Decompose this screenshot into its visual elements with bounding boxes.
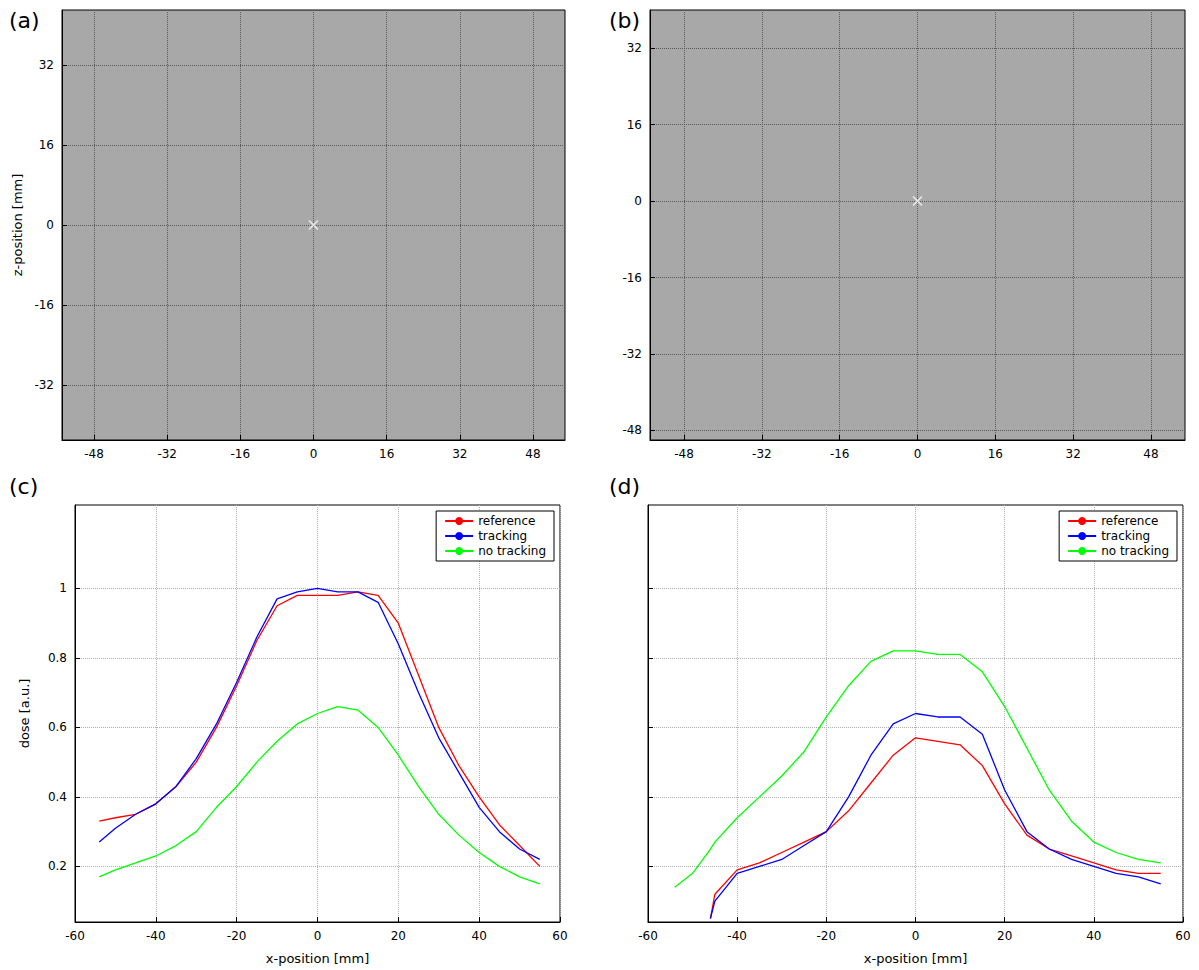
svg-text:0: 0	[314, 929, 322, 943]
svg-text:20: 20	[997, 929, 1012, 943]
svg-text:-40: -40	[727, 929, 747, 943]
svg-text:0: 0	[912, 929, 920, 943]
svg-text:60: 60	[552, 929, 567, 943]
svg-text:-16: -16	[830, 447, 850, 461]
svg-text:tracking: tracking	[478, 529, 527, 543]
svg-text:16: 16	[39, 138, 54, 152]
svg-text:x-position [mm]: x-position [mm]	[864, 951, 967, 966]
svg-text:16: 16	[988, 447, 1003, 461]
svg-text:-48: -48	[622, 423, 642, 437]
svg-text:0.8: 0.8	[48, 651, 67, 665]
svg-text:-20: -20	[227, 929, 247, 943]
svg-text:40: 40	[1086, 929, 1101, 943]
svg-text:x-position [mm]: x-position [mm]	[266, 951, 369, 966]
svg-text:no tracking: no tracking	[1101, 544, 1169, 558]
svg-text:0.4: 0.4	[48, 790, 67, 804]
svg-text:-16: -16	[231, 447, 251, 461]
svg-text:32: 32	[452, 447, 467, 461]
svg-text:32: 32	[39, 58, 54, 72]
svg-text:0: 0	[46, 218, 54, 232]
svg-text:no tracking: no tracking	[478, 544, 546, 558]
svg-text:-40: -40	[146, 929, 166, 943]
svg-text:-16: -16	[34, 298, 54, 312]
svg-text:1: 1	[59, 581, 67, 595]
svg-text:40: 40	[472, 929, 487, 943]
svg-text:0: 0	[310, 447, 318, 461]
svg-text:0.6: 0.6	[48, 720, 67, 734]
svg-text:0: 0	[914, 447, 922, 461]
svg-text:-32: -32	[622, 347, 642, 361]
svg-text:(a): (a)	[9, 8, 40, 33]
svg-text:32: 32	[1065, 447, 1080, 461]
svg-text:16: 16	[627, 118, 642, 132]
svg-text:32: 32	[627, 41, 642, 55]
svg-text:-32: -32	[34, 378, 54, 392]
svg-text:-32: -32	[157, 447, 177, 461]
svg-text:-48: -48	[674, 447, 694, 461]
svg-text:0.2: 0.2	[48, 859, 67, 873]
svg-text:16: 16	[379, 447, 394, 461]
svg-text:-32: -32	[752, 447, 772, 461]
svg-text:-16: -16	[622, 271, 642, 285]
svg-text:(c): (c)	[9, 474, 38, 499]
svg-text:60: 60	[1175, 929, 1190, 943]
svg-text:48: 48	[1143, 447, 1158, 461]
svg-text:reference: reference	[1101, 514, 1158, 528]
svg-text:dose [a.u.]: dose [a.u.]	[17, 679, 32, 749]
svg-text:20: 20	[391, 929, 406, 943]
svg-text:z-position [mm]: z-position [mm]	[10, 174, 25, 277]
svg-text:tracking: tracking	[1101, 529, 1150, 543]
svg-text:48: 48	[525, 447, 540, 461]
svg-text:(b): (b)	[609, 8, 640, 33]
svg-text:-20: -20	[817, 929, 837, 943]
svg-text:(d): (d)	[609, 474, 640, 499]
svg-text:-60: -60	[65, 929, 85, 943]
svg-text:0: 0	[634, 194, 642, 208]
svg-text:-60: -60	[638, 929, 658, 943]
svg-text:-48: -48	[84, 447, 104, 461]
svg-text:reference: reference	[478, 514, 535, 528]
